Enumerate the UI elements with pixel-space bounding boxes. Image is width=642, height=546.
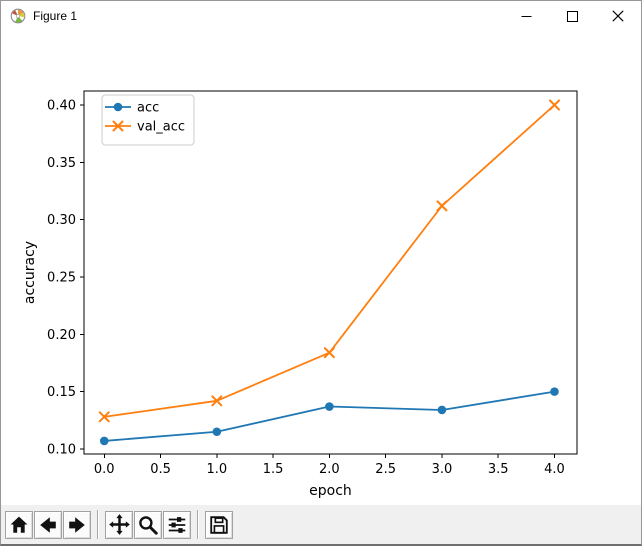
home-icon — [10, 516, 28, 533]
forward-button[interactable] — [63, 510, 91, 539]
legend: acc val_acc — [101, 94, 195, 146]
titlebar[interactable]: Figure 1 — [1, 1, 641, 31]
data-point-marker — [437, 405, 447, 415]
x-tick-label: 1.5 — [263, 462, 284, 477]
y-tick-label: 0.25 — [47, 270, 76, 285]
data-point-marker — [323, 347, 335, 359]
chart-svg: 0.0 0.5 1.0 1.5 2.0 2.5 3.0 3.5 4.00.100.150.200… — [1, 31, 641, 505]
y-tick-label: 0.35 — [47, 156, 76, 171]
x-tick-label: 0.0 — [94, 462, 115, 477]
data-point-marker — [99, 436, 109, 446]
series-acc — [99, 387, 559, 446]
y-axis: 0.10 0.15 0.20 0.25 0.30 0.35 0.40 — [47, 98, 84, 457]
close-button[interactable] — [595, 1, 641, 31]
data-point-marker — [436, 200, 448, 212]
legend-sample-marker — [113, 102, 123, 112]
plot-area — [83, 90, 578, 455]
x-tick-label: 2.5 — [375, 462, 396, 477]
plot-background — [1, 31, 641, 505]
toolbar-separator — [97, 510, 99, 539]
pan-move-icon — [108, 514, 130, 535]
maximize-button[interactable] — [549, 1, 595, 31]
zoom-button[interactable] — [134, 510, 162, 539]
y-tick-label: 0.20 — [47, 328, 76, 343]
data-point-marker — [550, 387, 559, 396]
navigation-toolbar — [1, 505, 641, 544]
maximize-icon — [566, 10, 578, 22]
figure-canvas[interactable]: 0.0 0.5 1.0 1.5 2.0 2.5 3.0 3.5 4.0 0.10 0.15 0.20 0… — [1, 31, 641, 505]
x-tick-label: 4.0 — [544, 462, 565, 477]
x-tick-label: 2.0 — [319, 462, 340, 477]
y-axis-label: accuracy — [22, 241, 38, 304]
y-tick-label: 0.40 — [47, 98, 76, 113]
floppy-disk-icon — [210, 515, 228, 534]
legend-label: val_acc — [137, 120, 185, 135]
data-point-marker — [211, 395, 223, 407]
y-tick-label: 0.15 — [47, 385, 76, 400]
save-button[interactable] — [205, 510, 233, 539]
window-controls — [503, 1, 641, 31]
data-point-marker — [212, 427, 222, 437]
configure-subplots-button[interactable] — [163, 510, 191, 539]
sliders-icon — [168, 516, 186, 533]
data-point-marker — [325, 402, 334, 411]
window-title: Figure 1 — [33, 9, 78, 23]
pan-button[interactable] — [105, 510, 133, 539]
legend-sample-marker — [112, 120, 124, 132]
minimize-icon — [521, 15, 531, 17]
data-point-marker — [548, 99, 560, 111]
legend-label: acc — [137, 101, 159, 116]
y-tick-label: 0.30 — [47, 213, 76, 228]
minimize-button[interactable] — [503, 1, 549, 31]
toolbar-separator — [197, 510, 199, 539]
x-tick-label: 3.0 — [432, 462, 453, 477]
x-tick-label: 1.0 — [206, 462, 227, 477]
x-axis-label: epoch — [309, 483, 352, 499]
x-axis: 0.0 0.5 1.0 1.5 2.0 2.5 3.0 3.5 4.0 — [94, 454, 565, 477]
y-tick-label: 0.10 — [47, 442, 76, 457]
zoom-magnifier-icon — [139, 515, 158, 535]
back-button[interactable] — [34, 510, 62, 539]
matplotlib-logo-icon — [10, 8, 26, 24]
x-tick-label: 3.5 — [488, 462, 509, 477]
series-val_acc — [98, 99, 560, 423]
data-point-marker — [98, 411, 110, 423]
close-icon — [612, 10, 624, 22]
back-arrow-icon — [40, 516, 56, 533]
forward-arrow-icon — [69, 516, 85, 533]
home-button[interactable] — [5, 510, 33, 539]
x-tick-label: 0.5 — [150, 462, 171, 477]
